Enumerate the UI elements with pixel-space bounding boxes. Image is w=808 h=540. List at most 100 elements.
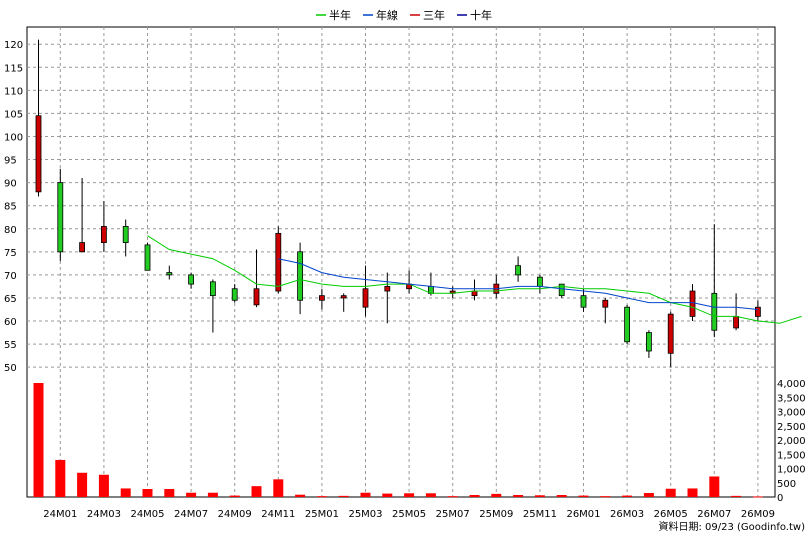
x-tick-label: 24M07 — [174, 509, 208, 520]
candle-body — [144, 244, 151, 271]
volume-tick-label: 1,000 — [777, 465, 806, 476]
price-tick-label: 105 — [4, 109, 23, 120]
candle-body — [275, 232, 282, 292]
x-tick-label: 26M09 — [741, 509, 775, 520]
volume-bar — [600, 496, 611, 498]
x-tick-label: 26M07 — [697, 509, 731, 520]
price-tick-label: 90 — [4, 179, 17, 190]
moving-averages — [147, 235, 802, 324]
volume-bar — [491, 493, 502, 497]
legend: 半年 年線 三年 十年 — [316, 8, 492, 22]
volume-bar — [425, 493, 436, 497]
candle-body — [384, 286, 391, 292]
volume-bar — [120, 488, 131, 497]
volume-bar — [229, 495, 240, 497]
plot-frame — [26, 26, 776, 498]
legend-label: 十年 — [470, 8, 492, 22]
x-tick-label: 25M03 — [348, 509, 382, 520]
volume-tick-label: 500 — [777, 479, 796, 490]
price-tick-label: 100 — [4, 132, 23, 143]
candle-body — [558, 283, 565, 297]
volume-bar — [513, 495, 524, 497]
volume-tick-label: 3,500 — [777, 393, 806, 404]
volume-bar — [643, 493, 654, 497]
volume-bar — [338, 495, 349, 497]
price-tick-label: 120 — [4, 40, 23, 51]
volume-bar — [273, 479, 284, 497]
volume-bar — [578, 495, 589, 497]
volume-bar — [622, 495, 633, 497]
candle-body — [580, 295, 587, 308]
x-tick-label: 25M09 — [479, 509, 513, 520]
candle-body — [755, 306, 761, 317]
volume-bars — [33, 383, 763, 498]
grid — [27, 27, 775, 497]
candle-body — [362, 288, 369, 308]
candle-body — [122, 226, 129, 244]
x-tick-label: 25M01 — [305, 509, 339, 520]
candle-body — [667, 313, 674, 354]
candle-body — [602, 299, 609, 308]
price-tick-label: 80 — [4, 225, 17, 236]
volume-bar — [316, 496, 327, 498]
volume-bar — [77, 472, 88, 497]
price-tick-label: 50 — [4, 363, 17, 374]
volume-tick-label: 1,500 — [777, 450, 806, 461]
volume-bar — [295, 494, 306, 497]
x-tick-label: 26M01 — [566, 509, 600, 520]
legend-label: 三年 — [423, 8, 445, 22]
candle-body — [340, 295, 347, 299]
candle-body — [297, 251, 304, 301]
volume-bar — [752, 496, 763, 498]
price-tick-label: 95 — [4, 156, 17, 167]
candle-body — [515, 265, 521, 276]
x-tick-label: 25M05 — [392, 509, 426, 520]
x-axis: 24M01 24M03 24M05 24M07 24M09 24M11 25M01 25M03… — [43, 509, 775, 520]
volume-bar — [556, 495, 567, 497]
x-tick-label: 26M03 — [610, 509, 644, 520]
volume-bar — [207, 492, 218, 497]
candle-body — [57, 182, 64, 253]
volume-bar — [665, 488, 676, 497]
candle-body — [646, 332, 652, 352]
candle-body — [318, 295, 325, 301]
price-tick-label: 70 — [4, 271, 17, 282]
moving-average-line — [147, 235, 802, 324]
volume-bar — [360, 492, 371, 497]
volume-tick-label: 2,000 — [777, 436, 806, 447]
candle-body — [733, 316, 739, 329]
x-tick-label: 24M11 — [261, 509, 295, 520]
legend-label: 年線 — [376, 8, 398, 22]
x-tick-label: 25M07 — [436, 509, 470, 520]
volume-bar — [55, 459, 66, 497]
price-tick-label: 55 — [4, 340, 17, 351]
candle-body — [101, 226, 107, 244]
x-tick-label: 25M11 — [523, 509, 557, 520]
legend-label: 半年 — [329, 8, 351, 22]
volume-axis: 0 500 1,000 1,500 2,000 2,500 3,000 3,500 4,000 — [777, 379, 806, 504]
candle-body — [35, 115, 42, 193]
candle-body — [471, 290, 478, 297]
volume-bar — [731, 495, 742, 497]
candles — [35, 39, 761, 368]
volume-bar — [447, 496, 458, 498]
footer-text: 資料日期: 09/23 (Goodinfo.tw) — [658, 520, 805, 533]
price-tick-label: 115 — [4, 63, 23, 74]
volume-tick-label: 0 — [777, 493, 783, 504]
candle-body — [711, 292, 718, 331]
volume-bar — [186, 492, 197, 497]
candle-body — [253, 288, 260, 306]
volume-tick-label: 2,500 — [777, 422, 806, 433]
volume-tick-label: 4,000 — [777, 379, 806, 390]
volume-bar — [251, 486, 262, 497]
candle-body — [624, 306, 630, 343]
price-tick-label: 65 — [4, 294, 17, 305]
candle-body — [188, 274, 195, 285]
candle-body — [209, 281, 216, 297]
x-tick-label: 24M01 — [43, 509, 77, 520]
volume-bar — [404, 493, 415, 497]
volume-bar — [382, 493, 393, 497]
price-tick-label: 85 — [4, 202, 17, 213]
volume-bar — [98, 474, 109, 497]
volume-bar — [469, 495, 480, 497]
